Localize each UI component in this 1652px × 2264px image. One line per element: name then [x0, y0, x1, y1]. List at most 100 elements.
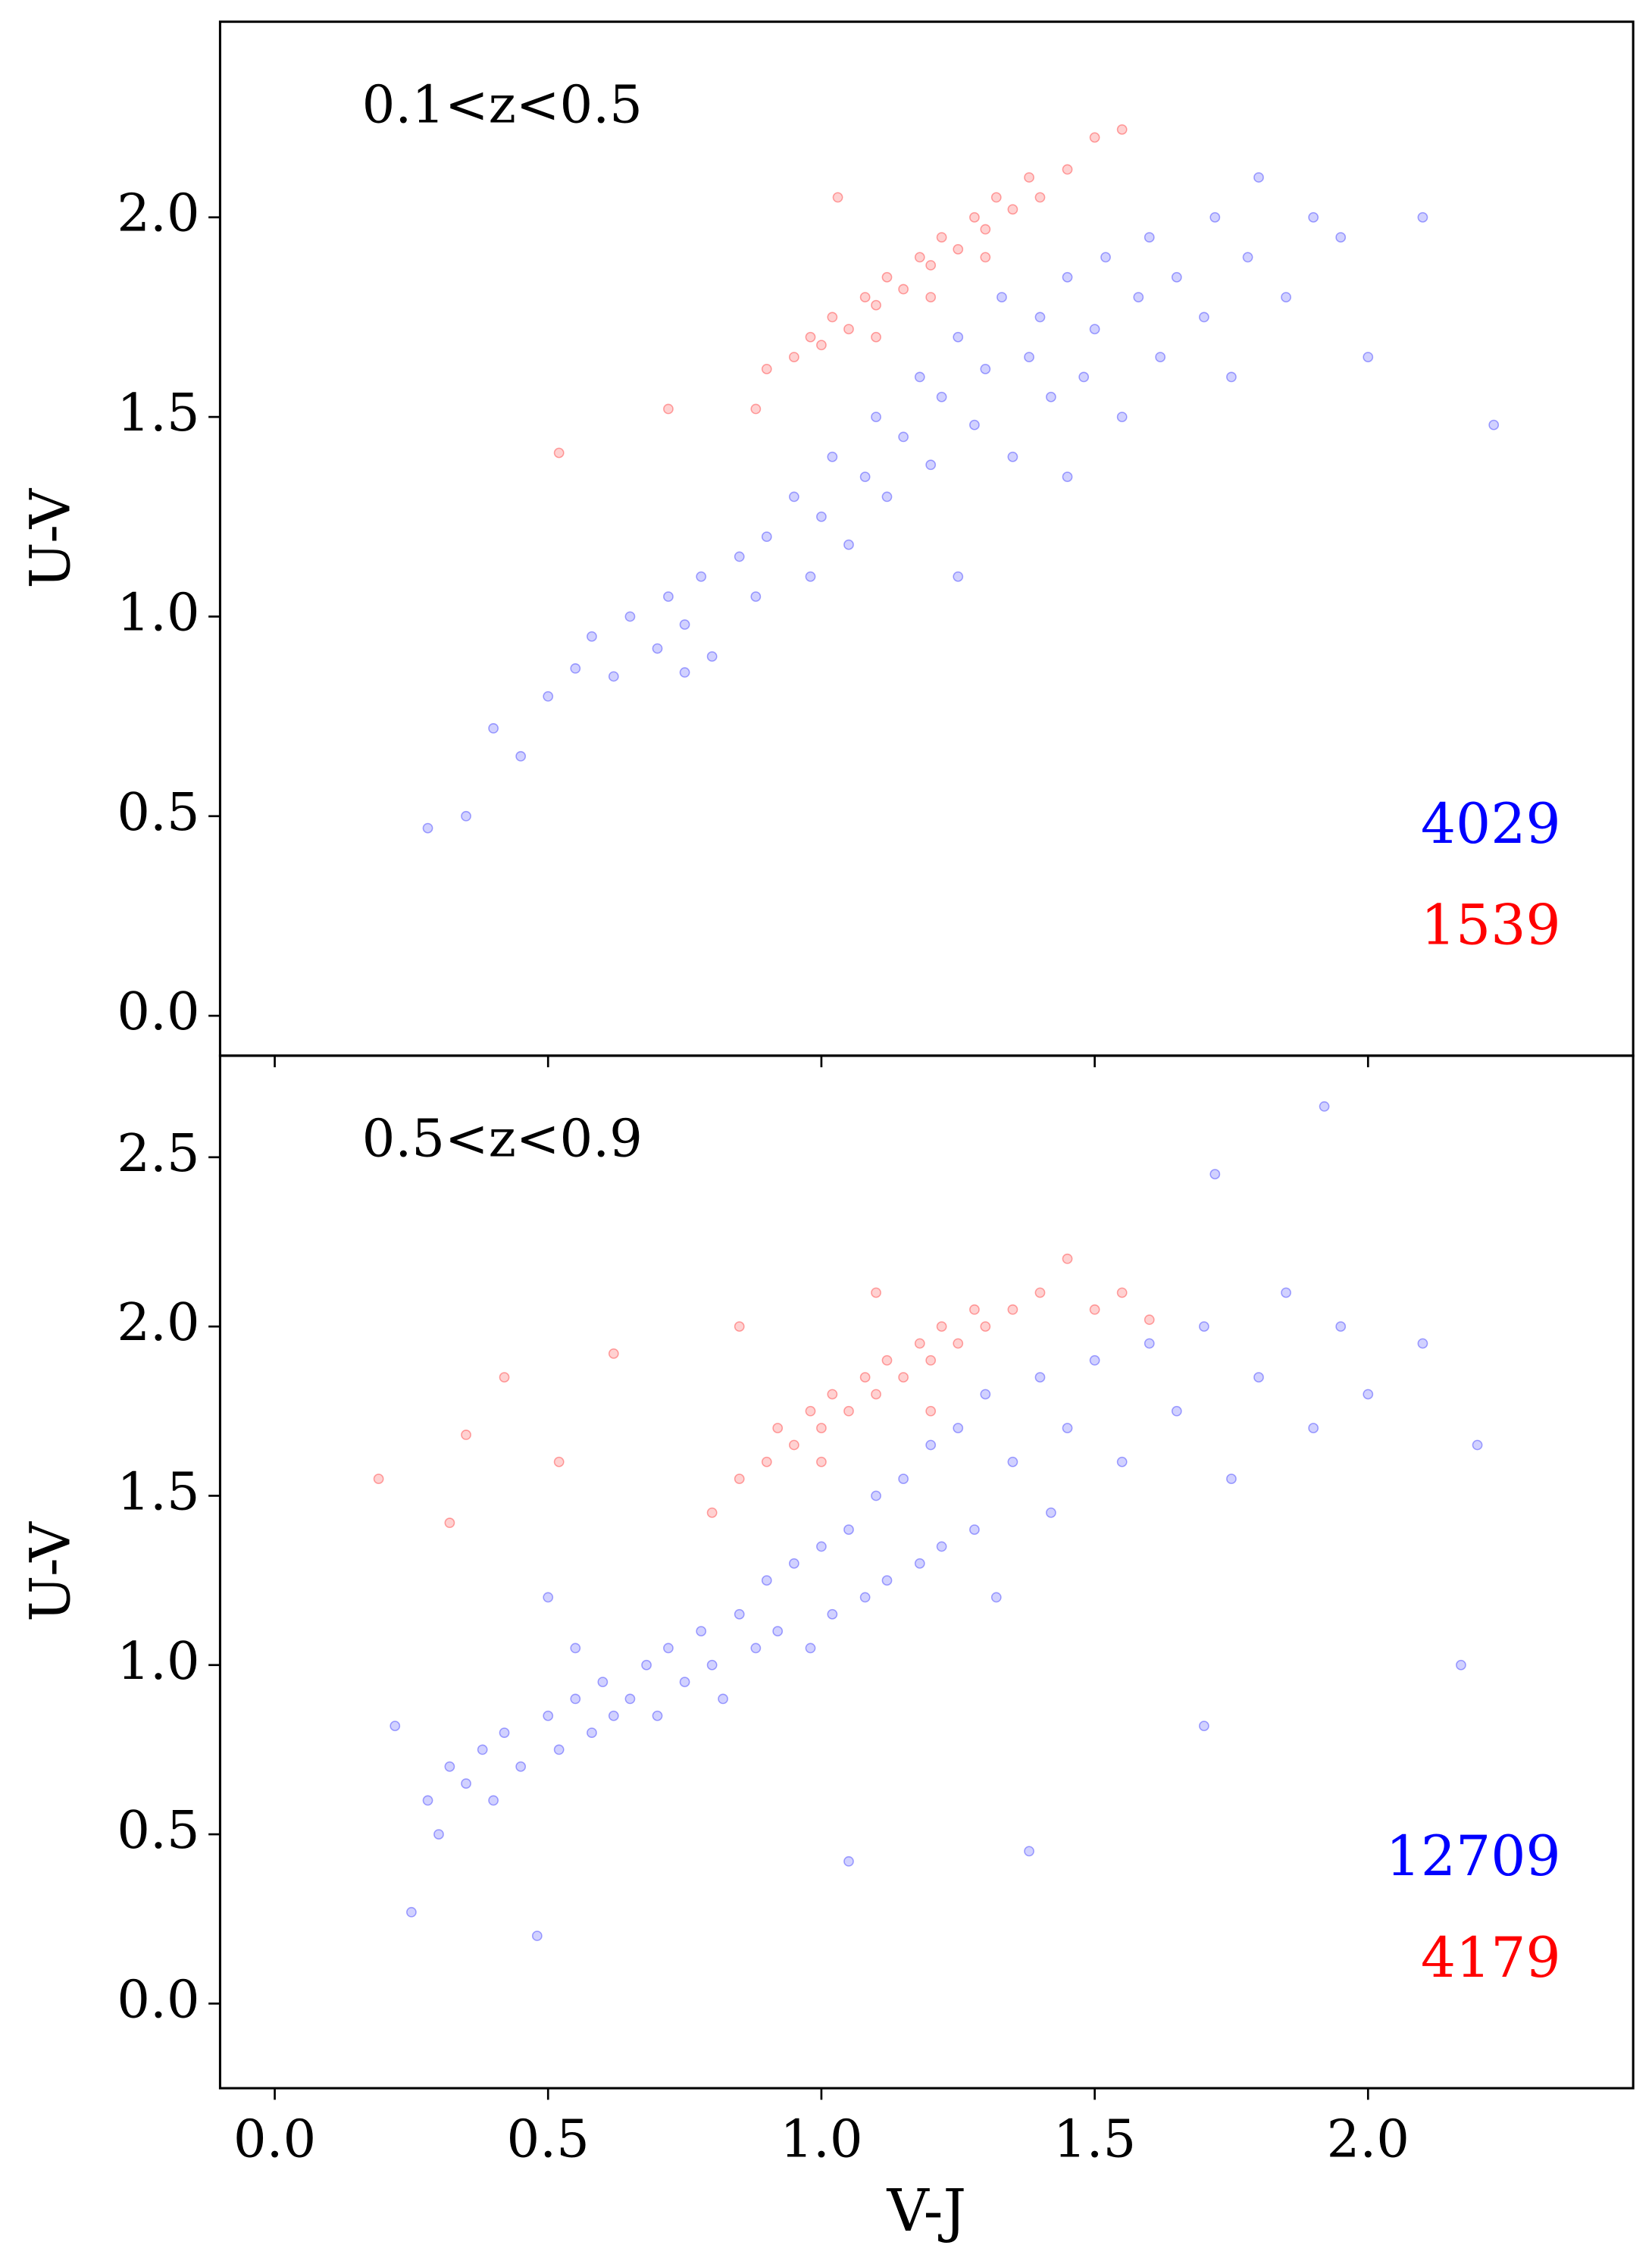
point	[433, 1829, 444, 1840]
point	[1100, 252, 1111, 263]
point	[587, 631, 597, 642]
point	[1007, 1456, 1018, 1467]
point	[1417, 211, 1428, 223]
x-tick-label: 0.5	[507, 2109, 590, 2170]
x-tick-label: 1.5	[1053, 2109, 1136, 2170]
point	[925, 260, 937, 271]
point	[805, 1405, 816, 1417]
panel-title: 0.5<z<0.9	[362, 1108, 643, 1169]
point	[898, 431, 909, 443]
point	[843, 324, 854, 335]
point	[859, 292, 871, 302]
point	[871, 1389, 881, 1400]
point	[641, 1659, 652, 1671]
y-tick-label: 1.5	[117, 383, 199, 443]
point	[997, 292, 1007, 302]
point	[1144, 1338, 1155, 1349]
point	[816, 1456, 827, 1467]
point	[750, 1642, 762, 1654]
point	[871, 331, 881, 343]
point	[624, 611, 636, 622]
point	[679, 1677, 690, 1687]
point	[969, 419, 980, 431]
point	[597, 1677, 609, 1687]
point	[1209, 1169, 1221, 1180]
point	[761, 364, 772, 374]
y-tick-label: 2.0	[117, 183, 199, 244]
point	[1335, 1321, 1347, 1332]
point	[980, 1389, 991, 1400]
point	[587, 1727, 597, 1738]
point	[871, 1287, 881, 1298]
point	[1171, 1405, 1182, 1417]
point	[788, 1558, 799, 1569]
point	[1281, 1287, 1291, 1298]
point	[406, 1906, 417, 1918]
point	[936, 1321, 947, 1332]
point	[1089, 324, 1100, 335]
point	[1253, 172, 1264, 183]
point	[843, 1524, 854, 1535]
point	[953, 1338, 964, 1349]
point	[936, 232, 947, 243]
point	[706, 1507, 718, 1518]
y-tick-label: 2.0	[117, 1292, 199, 1353]
point	[816, 1423, 827, 1433]
point	[925, 292, 937, 302]
point	[570, 1642, 581, 1654]
point	[1144, 1314, 1155, 1326]
point	[461, 810, 471, 822]
point	[663, 403, 674, 415]
y-axis-label: U-V	[20, 1521, 83, 1622]
point	[859, 1372, 871, 1383]
point	[859, 471, 871, 482]
point	[1308, 1423, 1319, 1433]
point	[663, 1642, 674, 1654]
point	[816, 340, 827, 351]
point	[898, 1372, 909, 1383]
point	[1319, 1101, 1330, 1112]
point	[679, 619, 690, 630]
point	[925, 1439, 937, 1451]
point	[1034, 312, 1046, 323]
point	[761, 1575, 772, 1586]
point	[1034, 1287, 1046, 1298]
point	[925, 1354, 937, 1366]
point	[390, 1721, 401, 1732]
point	[531, 1931, 543, 1941]
point	[553, 447, 565, 459]
point	[1144, 232, 1155, 243]
point	[1078, 371, 1090, 383]
point	[1417, 1338, 1428, 1349]
point	[1242, 252, 1253, 263]
point	[608, 1348, 619, 1359]
count-label: 1539	[1421, 894, 1561, 958]
point	[898, 283, 909, 295]
point	[925, 1405, 937, 1417]
panel-title: 0.1<z<0.5	[362, 74, 643, 135]
x-axis-label: V-J	[886, 2178, 966, 2245]
point	[1062, 471, 1073, 482]
point	[898, 1473, 909, 1484]
point	[444, 1761, 455, 1772]
point	[871, 412, 881, 422]
point	[1062, 164, 1073, 175]
y-tick-label: 2.5	[117, 1123, 199, 1184]
point	[914, 1558, 925, 1569]
point	[750, 591, 762, 602]
point	[816, 1541, 827, 1552]
y-tick-label: 0.0	[117, 982, 199, 1042]
x-tick-label: 2.0	[1327, 2109, 1410, 2170]
point	[1024, 352, 1034, 362]
point	[827, 451, 838, 462]
point	[980, 224, 991, 235]
point	[1007, 204, 1018, 215]
point	[543, 690, 554, 702]
point	[1024, 1846, 1034, 1857]
point	[1198, 1321, 1209, 1332]
point	[936, 1541, 947, 1552]
point	[1062, 1423, 1073, 1433]
point	[1472, 1439, 1483, 1451]
point	[859, 1592, 871, 1603]
